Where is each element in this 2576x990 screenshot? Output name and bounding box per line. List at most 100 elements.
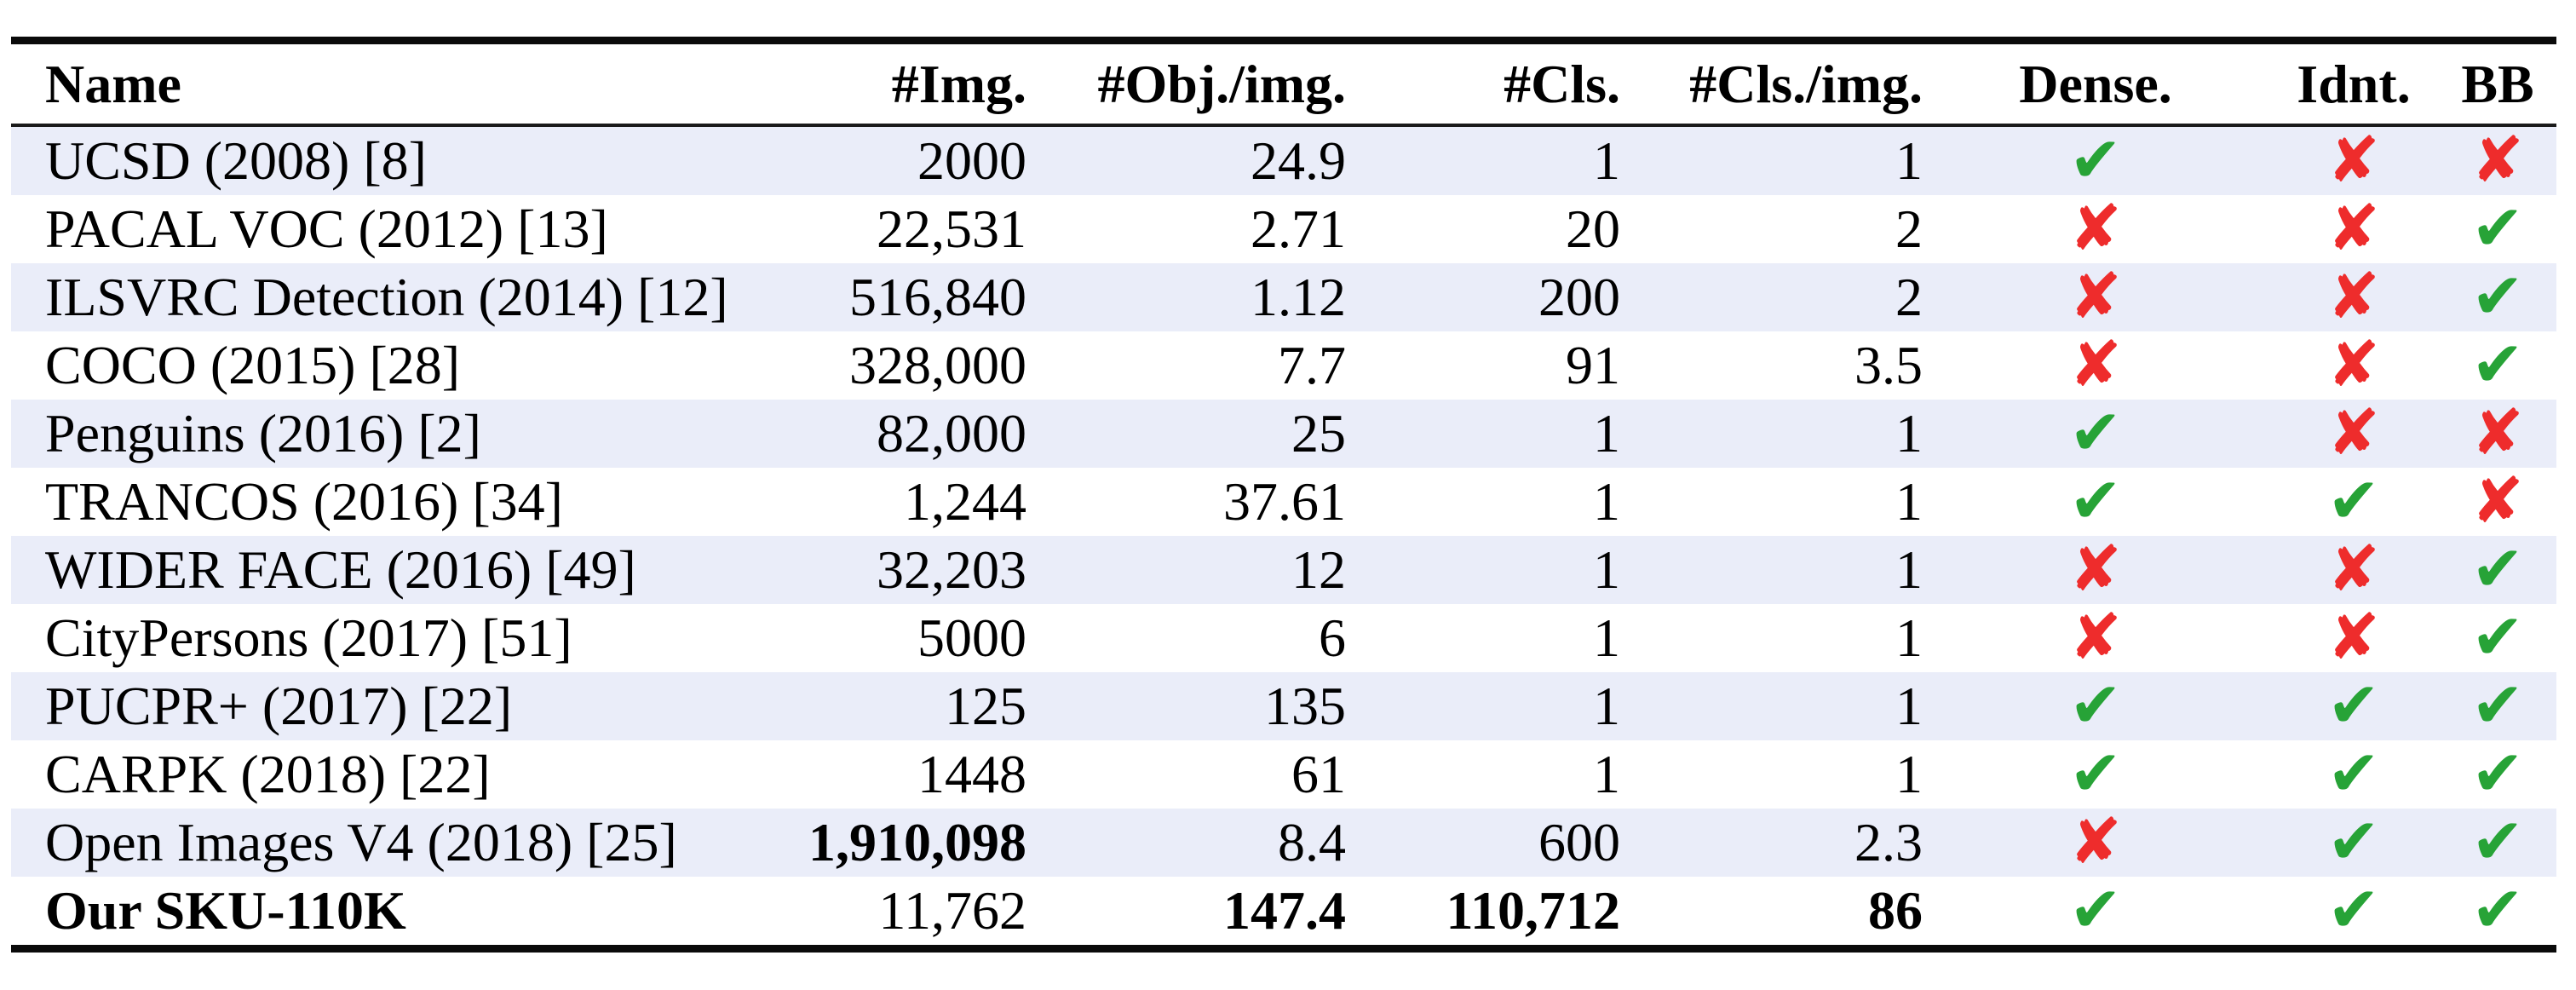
- check-icon: ✔: [2068, 873, 2122, 947]
- cell-bb: ✔: [2439, 809, 2556, 877]
- cell-idnt: ✘: [2268, 195, 2439, 263]
- cell-idnt: ✘: [2268, 125, 2439, 195]
- cell-cls: 1: [1593, 607, 1620, 668]
- cell-name: CityPersons (2017) [51]: [45, 607, 572, 668]
- cross-icon: ✘: [2470, 396, 2524, 469]
- cross-icon: ✘: [2326, 601, 2380, 674]
- check-icon: ✔: [2470, 260, 2524, 333]
- check-icon: ✔: [2470, 192, 2524, 265]
- cell-name: Open Images V4 (2018) [25]: [45, 812, 677, 872]
- cross-icon: ✘: [2068, 601, 2122, 674]
- cell-bb: ✔: [2439, 604, 2556, 672]
- table-body: UCSD (2008) [8] 2000 24.9 1 1 ✔ ✘ ✘ PACAL VOC (2…: [11, 125, 2556, 945]
- cross-icon: ✘: [2068, 805, 2122, 878]
- cell-obj: 7.7: [1278, 335, 1346, 395]
- cell-name: ILSVRC Detection (2014) [12]: [45, 267, 728, 327]
- table-row: Penguins (2016) [2] 82,000 25 1 1 ✔ ✘ ✘: [11, 400, 2556, 468]
- cell-dense: ✔: [1923, 400, 2268, 468]
- cell-obj: 12: [1291, 539, 1346, 600]
- cell-bb: ✘: [2439, 400, 2556, 468]
- check-icon: ✔: [2470, 601, 2524, 674]
- cell-cls: 600: [1538, 812, 1620, 872]
- table-row: UCSD (2008) [8] 2000 24.9 1 1 ✔ ✘ ✘: [11, 125, 2556, 195]
- cell-cls: 91: [1566, 335, 1620, 395]
- cell-dense: ✘: [1923, 195, 2268, 263]
- cell-dense: ✔: [1923, 877, 2268, 945]
- check-icon: ✔: [2068, 464, 2122, 538]
- check-icon: ✔: [2470, 873, 2524, 947]
- col-header-idnt: Idnt.: [2297, 53, 2411, 114]
- cell-name: Our SKU-110K: [45, 880, 406, 941]
- cell-idnt: ✔: [2268, 672, 2439, 740]
- cell-img: 1448: [917, 744, 1026, 804]
- cell-cls: 1: [1593, 403, 1620, 463]
- cell-img: 11,762: [878, 880, 1026, 941]
- cell-clsimg: 1: [1895, 539, 1923, 600]
- cell-name: COCO (2015) [28]: [45, 335, 461, 395]
- cell-dense: ✘: [1923, 331, 2268, 400]
- cell-cls: 1: [1593, 130, 1620, 191]
- cell-dense: ✘: [1923, 263, 2268, 331]
- cross-icon: ✘: [2068, 192, 2122, 265]
- cell-clsimg: 1: [1895, 403, 1923, 463]
- cross-icon: ✘: [2326, 124, 2380, 197]
- table-row: PACAL VOC (2012) [13] 22,531 2.71 20 2 ✘ ✘ ✔: [11, 195, 2556, 263]
- cross-icon: ✘: [2326, 396, 2380, 469]
- check-icon: ✔: [2470, 737, 2524, 810]
- table-row: ILSVRC Detection (2014) [12] 516,840 1.12 2…: [11, 263, 2556, 331]
- cell-name: UCSD (2008) [8]: [45, 130, 427, 191]
- cross-icon: ✘: [2326, 532, 2380, 606]
- cross-icon: ✘: [2326, 192, 2380, 265]
- check-icon: ✔: [2326, 805, 2380, 878]
- cross-icon: ✘: [2068, 260, 2122, 333]
- cell-clsimg: 1: [1895, 744, 1923, 804]
- check-icon: ✔: [2326, 737, 2380, 810]
- cell-obj: 1.12: [1251, 267, 1346, 327]
- cell-clsimg: 2: [1895, 199, 1923, 259]
- check-icon: ✔: [2068, 737, 2122, 810]
- check-icon: ✔: [2068, 396, 2122, 469]
- cell-img: 516,840: [849, 267, 1026, 327]
- cell-idnt: ✘: [2268, 400, 2439, 468]
- cross-icon: ✘: [2068, 532, 2122, 606]
- cell-obj: 25: [1291, 403, 1346, 463]
- check-icon: ✔: [2326, 669, 2380, 742]
- cell-idnt: ✘: [2268, 536, 2439, 604]
- col-header-name: Name: [45, 53, 181, 114]
- cell-obj: 135: [1264, 676, 1346, 736]
- table-row: CityPersons (2017) [51] 5000 6 1 1 ✘ ✘ ✔: [11, 604, 2556, 672]
- cell-dense: ✘: [1923, 536, 2268, 604]
- cell-clsimg: 86: [1868, 880, 1923, 941]
- cell-name: PACAL VOC (2012) [13]: [45, 199, 608, 259]
- check-icon: ✔: [2326, 873, 2380, 947]
- cell-clsimg: 2: [1895, 267, 1923, 327]
- cross-icon: ✘: [2326, 260, 2380, 333]
- check-icon: ✔: [2470, 669, 2524, 742]
- cross-icon: ✘: [2326, 328, 2380, 401]
- table-row: WIDER FACE (2016) [49] 32,203 12 1 1 ✘ ✘ ✔: [11, 536, 2556, 604]
- cell-clsimg: 1: [1895, 471, 1923, 532]
- cell-obj: 8.4: [1278, 812, 1346, 872]
- cell-bb: ✔: [2439, 672, 2556, 740]
- cell-bb: ✘: [2439, 125, 2556, 195]
- table-row: Open Images V4 (2018) [25] 1,910,098 8.4 60…: [11, 809, 2556, 877]
- cell-img: 2000: [917, 130, 1026, 191]
- cell-name: CARPK (2018) [22]: [45, 744, 491, 804]
- cell-dense: ✔: [1923, 740, 2268, 809]
- cell-dense: ✔: [1923, 125, 2268, 195]
- cell-obj: 2.71: [1251, 199, 1346, 259]
- cell-bb: ✔: [2439, 740, 2556, 809]
- cell-clsimg: 1: [1895, 130, 1923, 191]
- cell-bb: ✔: [2439, 877, 2556, 945]
- table-row: COCO (2015) [28] 328,000 7.7 91 3.5 ✘ ✘ ✔: [11, 331, 2556, 400]
- cell-img: 1,244: [904, 471, 1026, 532]
- check-icon: ✔: [2470, 805, 2524, 878]
- cell-obj: 37.61: [1223, 471, 1346, 532]
- dataset-comparison-table: Name #Img. #Obj./img. #Cls. #Cls./img. D…: [11, 37, 2556, 953]
- cell-obj: 6: [1319, 607, 1346, 668]
- check-icon: ✔: [2068, 124, 2122, 197]
- cell-cls: 1: [1593, 676, 1620, 736]
- check-icon: ✔: [2470, 532, 2524, 606]
- cell-cls: 20: [1566, 199, 1620, 259]
- check-icon: ✔: [2326, 464, 2380, 538]
